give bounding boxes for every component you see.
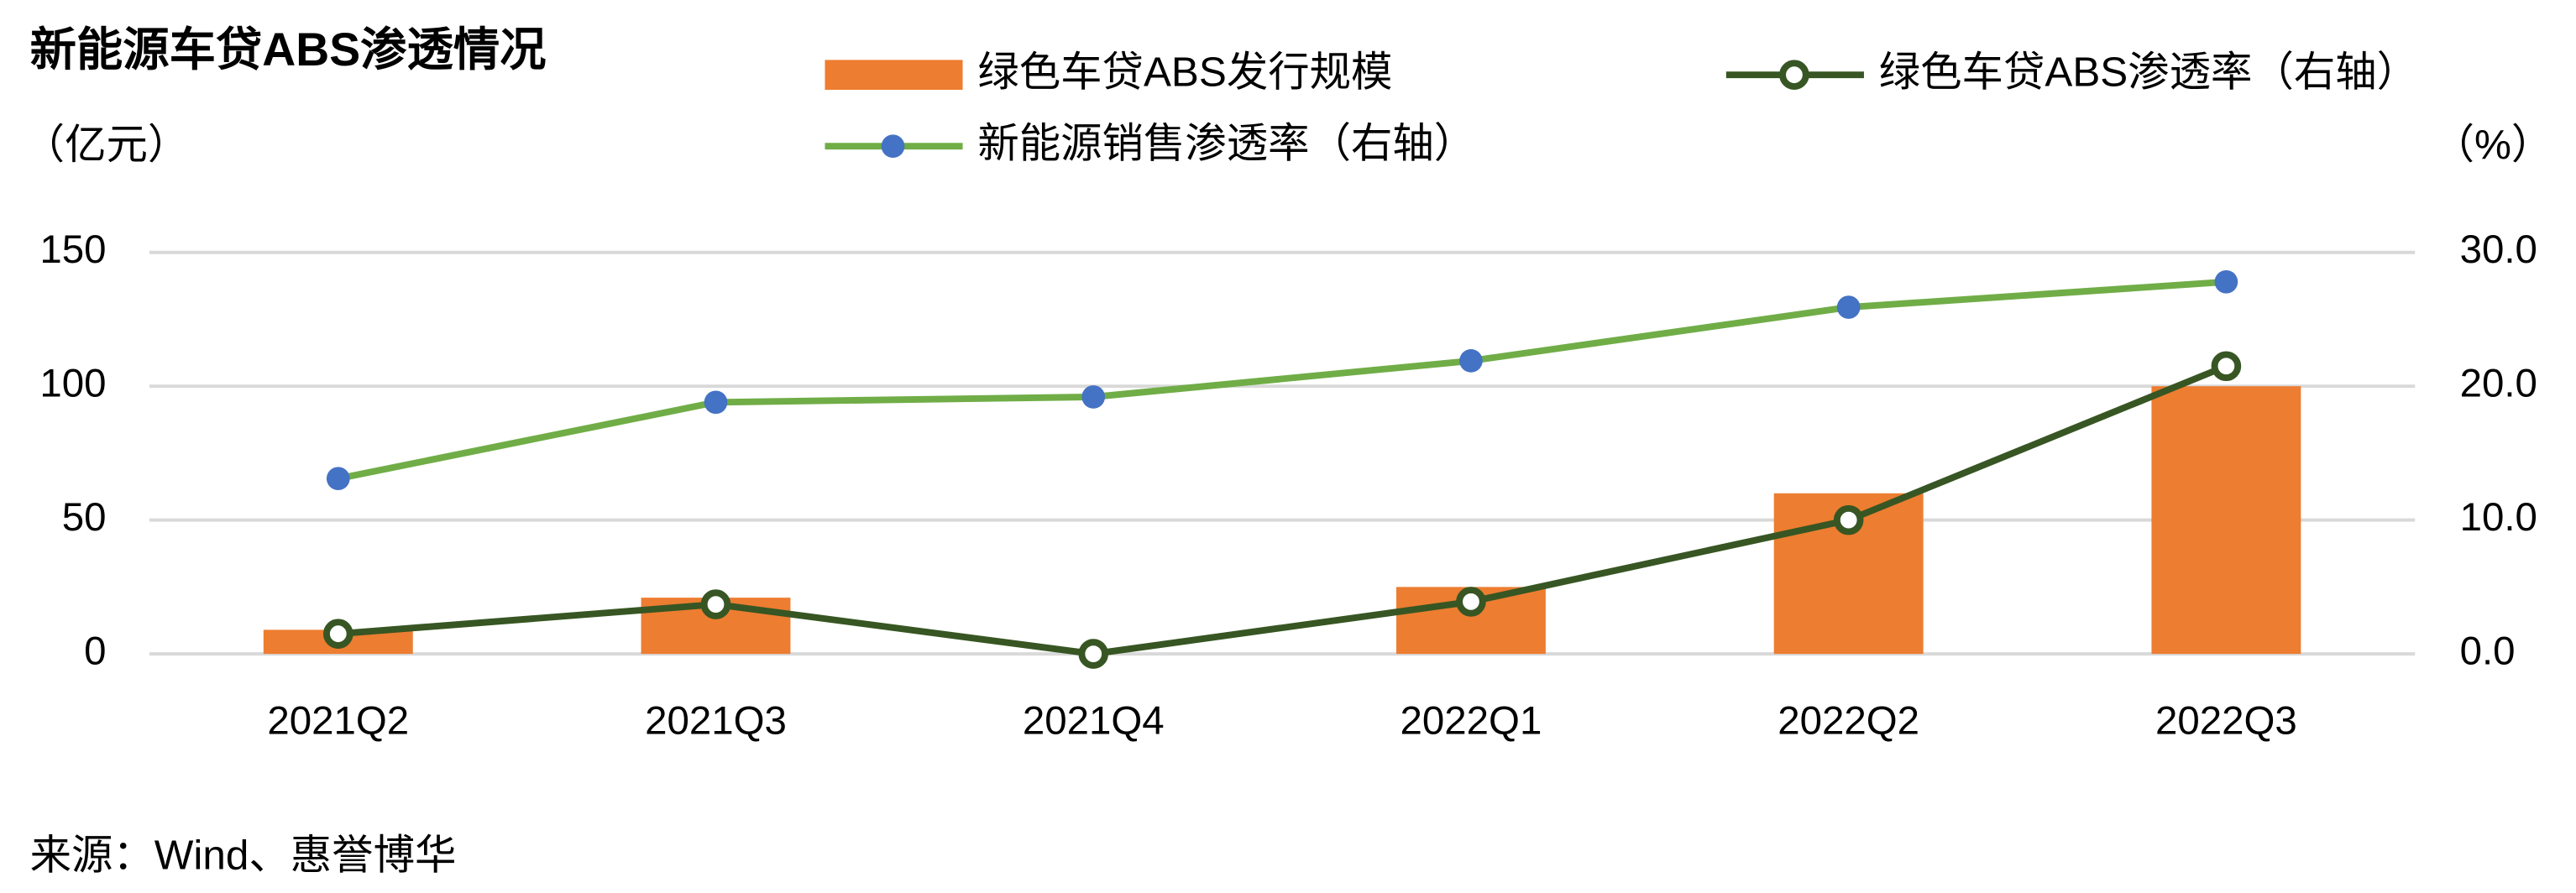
line-marker bbox=[1081, 385, 1106, 409]
x-tick-label: 2021Q3 bbox=[645, 699, 787, 744]
y-tick-label: 100 bbox=[39, 362, 106, 406]
legend-marker bbox=[1779, 60, 1809, 90]
legend-label: 绿色车贷ABS发行规模 bbox=[977, 49, 1392, 95]
line bbox=[337, 278, 2227, 483]
source-note: 来源：Wind、惠誉博华 bbox=[30, 832, 457, 878]
line-marker bbox=[2211, 351, 2242, 382]
y2-tick-label: 20.0 bbox=[2460, 362, 2537, 406]
line-marker bbox=[1459, 349, 1483, 373]
x-tick-label: 2022Q3 bbox=[2155, 699, 2297, 744]
line-marker bbox=[700, 589, 731, 619]
legend-swatch bbox=[825, 60, 963, 90]
y2-axis-unit: （%） bbox=[2433, 122, 2553, 168]
y-tick-label: 0 bbox=[84, 629, 106, 674]
line-marker bbox=[1078, 639, 1109, 669]
line-marker bbox=[1836, 295, 1861, 319]
y2-tick-label: 0.0 bbox=[2460, 629, 2516, 674]
legend-label: 新能源销售渗透率（右轴） bbox=[977, 120, 1475, 166]
line-marker bbox=[1833, 504, 1864, 535]
x-tick-label: 2021Q4 bbox=[1023, 699, 1165, 744]
x-tick-label: 2022Q2 bbox=[1778, 699, 1919, 744]
bar bbox=[2151, 386, 2301, 655]
line-marker bbox=[2214, 269, 2238, 294]
line-marker bbox=[322, 619, 353, 649]
legend-label: 绿色车贷ABS渗透率（右轴） bbox=[1879, 49, 2418, 95]
line bbox=[338, 363, 2228, 658]
line-marker bbox=[326, 467, 350, 491]
y-tick-label: 50 bbox=[62, 495, 107, 540]
y-tick-label: 150 bbox=[39, 227, 106, 272]
line-marker bbox=[704, 390, 728, 415]
chart-title: 新能源车贷ABS渗透情况 bbox=[30, 24, 547, 76]
line-marker bbox=[1456, 587, 1486, 617]
y2-tick-label: 10.0 bbox=[2460, 495, 2537, 540]
x-tick-label: 2021Q2 bbox=[267, 699, 409, 744]
y2-tick-label: 30.0 bbox=[2460, 227, 2537, 272]
y-axis-unit: （亿元） bbox=[24, 122, 190, 168]
x-tick-label: 2022Q1 bbox=[1401, 699, 1542, 744]
legend-marker bbox=[881, 134, 905, 159]
